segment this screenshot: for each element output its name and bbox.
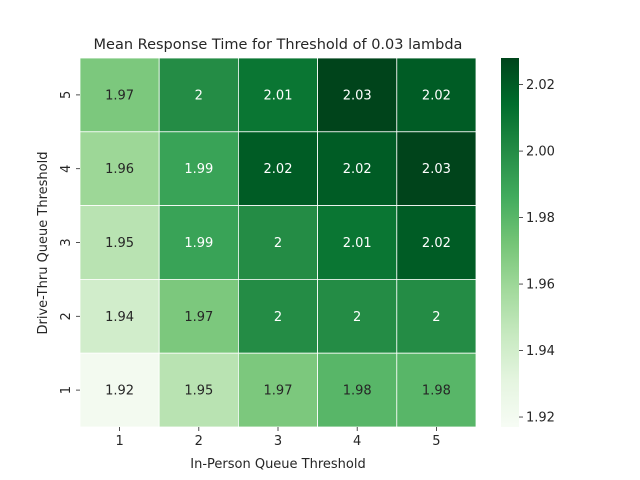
x-tick-label: 4: [353, 434, 361, 449]
cell-value-label: 2: [195, 88, 203, 103]
cell-value-label: 2: [274, 310, 282, 325]
colorbar-tick-label: 2.00: [526, 145, 555, 160]
cell-value-label: 1.94: [105, 310, 134, 325]
cell-value-label: 1.97: [105, 88, 134, 103]
heatmap-cell: [396, 352, 477, 428]
y-axis-label: Drive-Thru Queue Threshold: [36, 152, 51, 335]
heatmap-cell: [396, 278, 477, 354]
heatmap-cell: [396, 205, 477, 280]
heatmap-cell: [237, 205, 318, 280]
heatmap-cell: [158, 278, 239, 354]
heatmap-cell: [237, 131, 318, 207]
cell-value-label: 2.02: [264, 162, 293, 177]
heatmap-cell: [396, 57, 477, 133]
heatmap-cell: [317, 278, 398, 354]
colorbar-tick-label: 2.02: [526, 78, 555, 93]
colorbar-tick-label: 1.96: [526, 278, 555, 293]
heatmap-cell: [79, 131, 160, 207]
y-tick-label: 2: [59, 312, 74, 320]
x-tick-label: 3: [274, 434, 282, 449]
x-axis: 1 2 3 4 5: [115, 427, 441, 449]
cell-value-label: 2: [353, 310, 361, 325]
heatmap-cell: [237, 352, 318, 428]
y-tick-label: 3: [59, 238, 74, 246]
cell-value-label: 2.03: [422, 162, 451, 177]
cell-value-label: 1.99: [184, 236, 213, 251]
x-tick-label: 2: [195, 434, 203, 449]
cell-value-label: 2.01: [264, 88, 293, 103]
heatmap-cell: [237, 57, 318, 133]
cell-value-label: 2.02: [422, 88, 451, 103]
heatmap-cells: 1.97 2 2.01 2.03 2.02 1.96 1.99 2.02 2.02 2.03 1.9…: [79, 57, 477, 428]
x-axis-label: In-Person Queue Threshold: [190, 457, 366, 472]
colorbar-gradient: [501, 58, 519, 427]
heatmap-cell: [317, 57, 398, 133]
cell-value-label: 2.02: [343, 162, 372, 177]
chart-title: Mean Response Time for Threshold of 0.03…: [94, 37, 463, 53]
y-axis: 5 4 3 2 1: [59, 91, 80, 394]
colorbar: 1.92 1.94 1.96 1.98 2.00 2.02: [501, 58, 555, 427]
heatmap-cell: [79, 57, 160, 133]
cell-value-label: 2.03: [343, 88, 372, 103]
y-tick-label: 1: [59, 386, 74, 394]
cell-value-label: 1.97: [264, 384, 293, 399]
heatmap-cell: [158, 352, 239, 428]
heatmap-cell: [158, 205, 239, 280]
cell-value-label: 1.98: [422, 384, 451, 399]
heatmap-cell: [396, 131, 477, 207]
y-tick-label: 5: [59, 91, 74, 99]
colorbar-tick-label: 1.92: [526, 411, 555, 426]
heatmap-cell: [79, 352, 160, 428]
cell-value-label: 1.95: [184, 384, 213, 399]
cell-value-label: 1.92: [105, 384, 134, 399]
y-tick-label: 4: [59, 165, 74, 173]
heatmap-cell: [158, 57, 239, 133]
cell-value-label: 1.98: [343, 384, 372, 399]
cell-value-label: 1.95: [105, 236, 134, 251]
cell-value-label: 1.96: [105, 162, 134, 177]
cell-value-label: 1.97: [184, 310, 213, 325]
colorbar-tick-label: 1.94: [526, 344, 555, 359]
cell-value-label: 2.02: [422, 236, 451, 251]
heatmap-cell: [237, 278, 318, 354]
colorbar-tick-label: 1.98: [526, 211, 555, 226]
cell-value-label: 1.99: [184, 162, 213, 177]
x-tick-label: 1: [115, 434, 123, 449]
cell-value-label: 2: [274, 236, 282, 251]
heatmap-cell: [317, 205, 398, 280]
x-tick-label: 5: [432, 434, 440, 449]
cell-value-label: 2.01: [343, 236, 372, 251]
cell-value-label: 2: [432, 310, 440, 325]
